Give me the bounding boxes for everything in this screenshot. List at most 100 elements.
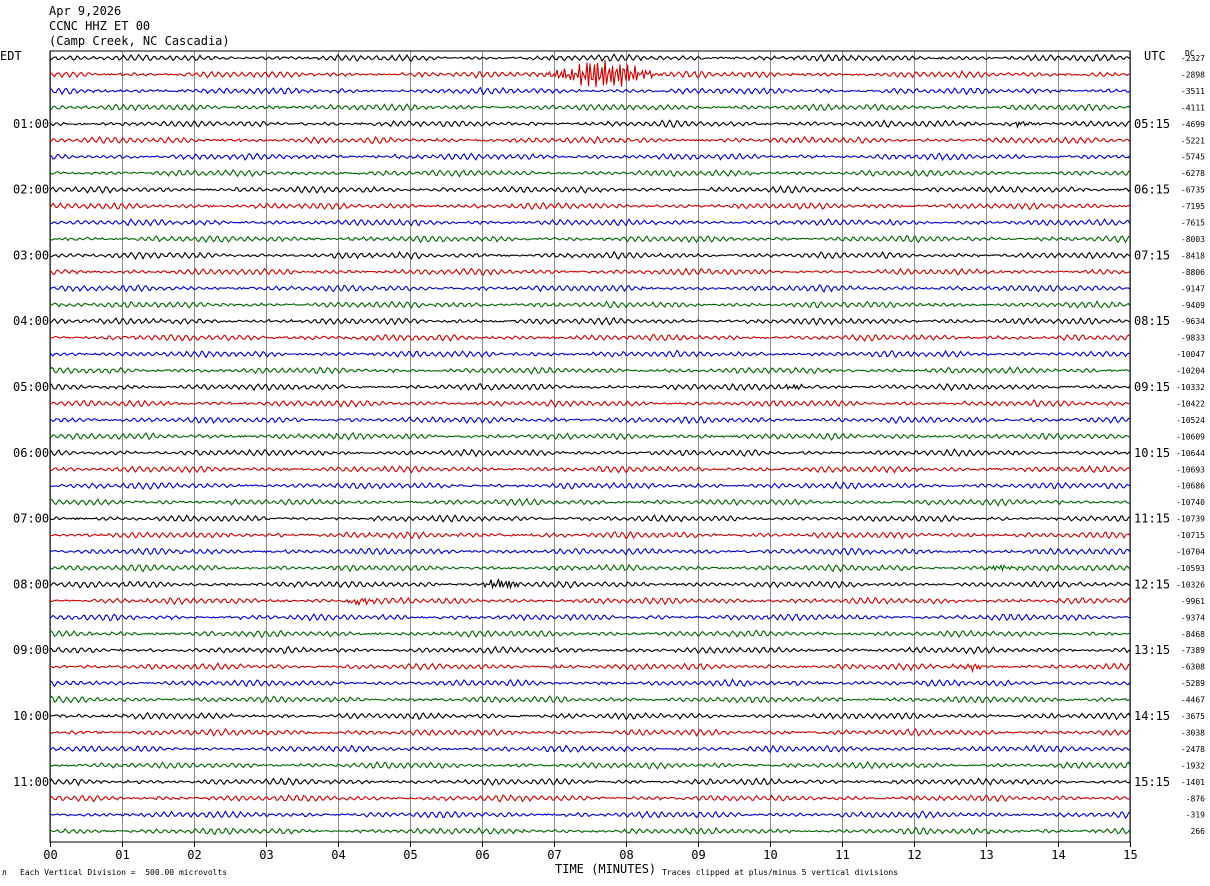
utc-hour-label: 15:15: [1134, 775, 1170, 789]
x-tick-label: 15: [1123, 848, 1137, 862]
utc-hour-label: 13:15: [1134, 643, 1170, 657]
dc-offset-label: -9833: [1181, 334, 1205, 343]
x-axis-title: TIME (MINUTES): [555, 862, 657, 876]
edt-hour-label: 02:00: [13, 183, 49, 197]
dc-offset-label: -10693: [1176, 465, 1205, 474]
seismic-trace: [49, 662, 1131, 674]
header-location: (Camp Creek, NC Cascadia): [49, 34, 230, 48]
right-timezone-label: UTC: [1144, 49, 1166, 63]
x-tick-label: 05: [403, 848, 417, 862]
x-tick-label: 01: [115, 848, 129, 862]
division-note: Each Vertical Division = 500.00 microvol…: [20, 868, 228, 877]
x-tick-label: 08: [619, 848, 633, 862]
edt-hour-label: 06:00: [13, 446, 49, 460]
plot-frame: [49, 50, 1131, 843]
utc-hour-label: 08:15: [1134, 314, 1170, 328]
seismic-trace: [49, 744, 1131, 753]
dc-offset-label: -10047: [1176, 350, 1205, 359]
seismic-trace: [49, 250, 1131, 261]
dc-offset-label: -4111: [1181, 103, 1205, 112]
x-tick-label: 11: [835, 848, 849, 862]
dc-offset-label: -9409: [1181, 301, 1205, 310]
dc-offset-label: -319: [1186, 811, 1205, 820]
dc-offset-label: -10609: [1176, 432, 1205, 441]
seismic-trace: [49, 284, 1131, 293]
dc-offset-label: -3675: [1181, 712, 1205, 721]
dc-offset-label: -10740: [1176, 498, 1205, 507]
seismic-trace: [49, 578, 1131, 590]
x-tick-label: 07: [547, 848, 561, 862]
edt-hour-label: 07:00: [13, 512, 49, 526]
dc-offset-label: -10715: [1176, 531, 1205, 540]
seismic-trace: [49, 366, 1131, 375]
edt-hour-label: 10:00: [13, 709, 49, 723]
edt-hour-label: 11:00: [13, 775, 49, 789]
header-date: Apr 9,2026: [49, 4, 122, 18]
utc-hour-label: 07:15: [1134, 248, 1170, 262]
dc-offset-label: -4699: [1181, 120, 1205, 129]
x-tick-label: 14: [1051, 848, 1065, 862]
seismic-trace: [49, 168, 1131, 178]
seismic-trace: [49, 103, 1131, 112]
edt-hour-label: 01:00: [13, 117, 49, 131]
dc-offset-label: -6308: [1181, 663, 1205, 672]
seismic-trace: [49, 810, 1131, 820]
dc-offset-label: -9374: [1181, 613, 1205, 622]
seismic-trace: [49, 464, 1131, 474]
utc-hour-label: 10:15: [1134, 446, 1170, 460]
seismic-trace: [49, 613, 1131, 622]
dc-offset-label: -10644: [1176, 449, 1205, 458]
dc-offset-label: -10422: [1176, 399, 1205, 408]
seismic-trace: [49, 59, 1131, 88]
x-tick-label: 03: [259, 848, 273, 862]
clip-note: Traces clipped at plus/minus 5 vertical …: [662, 868, 899, 877]
seismic-trace: [49, 201, 1131, 211]
seismic-trace: [49, 300, 1131, 309]
dc-offset-label: -9961: [1181, 597, 1205, 606]
dc-offset-label: -2898: [1181, 70, 1205, 79]
dc-offset-label: -8003: [1181, 235, 1205, 244]
x-tick-label: 06: [475, 848, 489, 862]
dc-offset-label: -3038: [1181, 728, 1205, 737]
utc-hour-label: 11:15: [1134, 512, 1170, 526]
seismic-trace: [49, 53, 1131, 62]
seismic-trace: [49, 563, 1131, 573]
seismic-trace: [49, 185, 1131, 194]
seismic-trace: [49, 152, 1131, 162]
seismic-trace: [49, 596, 1131, 607]
x-tick-label: 09: [691, 848, 705, 862]
seismic-trace: [49, 235, 1131, 244]
dc-offset-label: -8418: [1181, 251, 1205, 260]
dc-offset-label: -1932: [1181, 761, 1205, 770]
seismic-trace: [49, 727, 1131, 738]
dc-offset-label: -4467: [1181, 696, 1205, 705]
utc-hour-label: 12:15: [1134, 577, 1170, 591]
utc-hour-label: 09:15: [1134, 380, 1170, 394]
dc-offset-label: -10593: [1176, 564, 1205, 573]
dc-offset-label: -876: [1186, 794, 1205, 803]
utc-hour-label: 14:15: [1134, 709, 1170, 723]
seismic-trace: [49, 547, 1131, 556]
seismic-trace: [49, 349, 1131, 359]
dc-offset-label: -8806: [1181, 268, 1205, 277]
x-tick-label: 00: [43, 848, 57, 862]
seismic-trace: [49, 777, 1131, 787]
edt-hour-label: 05:00: [13, 380, 49, 394]
seismic-trace: [49, 629, 1131, 639]
dc-offset-label: -10332: [1176, 383, 1205, 392]
dc-offset-label: -10686: [1176, 482, 1205, 491]
footer-mark: л: [2, 868, 7, 877]
x-tick-label: 02: [187, 848, 201, 862]
seismic-trace: [49, 267, 1131, 276]
seismic-trace: [49, 333, 1131, 343]
seismic-trace: [49, 316, 1131, 326]
seismic-trace: [49, 135, 1131, 145]
x-tick-label: 04: [331, 848, 345, 862]
dc-offset-label: -10524: [1176, 416, 1205, 425]
dc-offset-label: -7615: [1181, 219, 1205, 228]
seismic-trace: [49, 695, 1131, 704]
edt-hour-label: 08:00: [13, 577, 49, 591]
seismic-trace: [49, 481, 1131, 491]
seismic-trace: [49, 793, 1131, 803]
